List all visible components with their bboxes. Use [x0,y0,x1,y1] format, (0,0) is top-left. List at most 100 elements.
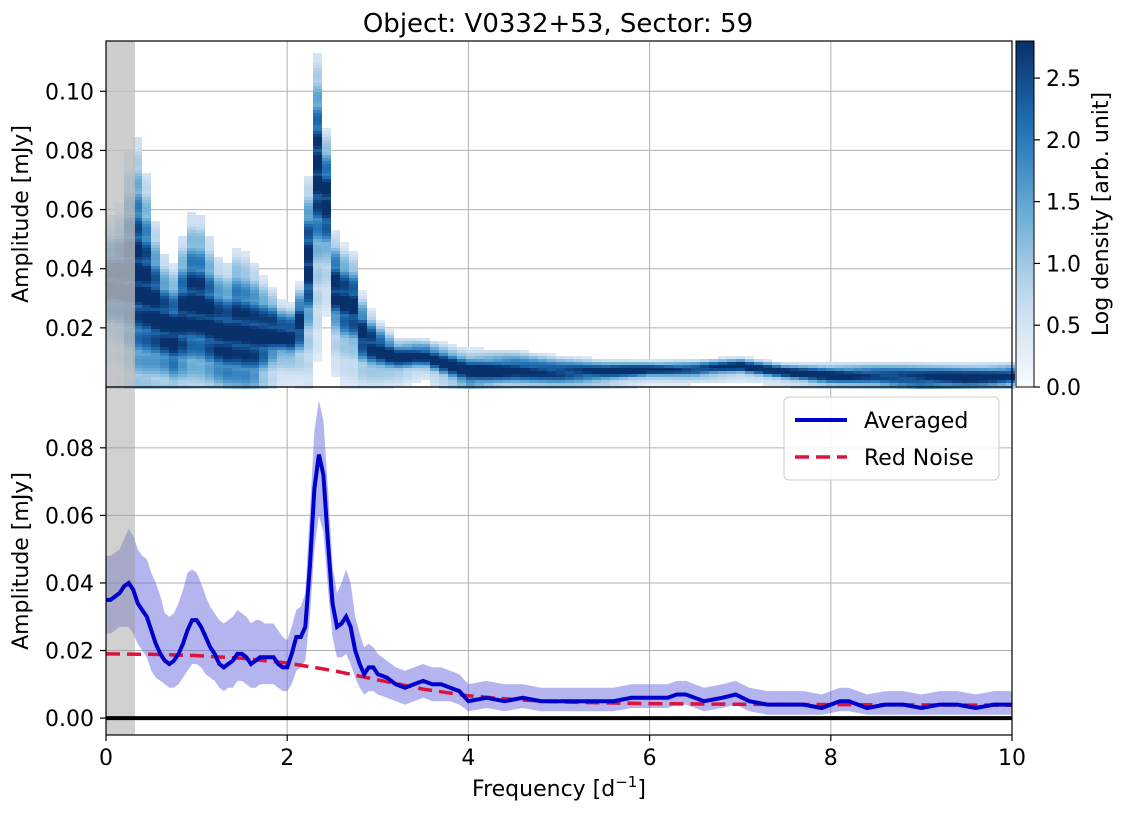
heatmap-cell [808,377,817,380]
heatmap-cell [547,374,556,377]
heatmap-cell [889,374,898,377]
heatmap-cell [205,260,214,263]
heatmap-cell [340,263,349,266]
heatmap-cell [754,362,763,365]
heatmap-cell [358,338,367,341]
heatmap-cell [430,377,439,380]
heatmap-cell [232,323,241,326]
heatmap-cell [196,329,205,332]
heatmap-cell [907,365,916,368]
heatmap-cell [493,380,502,383]
heatmap-cell [232,296,241,299]
heatmap-cell [430,347,439,350]
heatmap-cell [286,350,295,353]
heatmap-cell [331,239,340,242]
heatmap-cell [277,299,286,302]
heatmap-cell [565,371,574,374]
heatmap-cell [223,353,232,356]
heatmap-cell [241,311,250,314]
heatmap-cell [313,98,322,101]
heatmap-cell [430,356,439,359]
heatmap-cell [466,365,475,368]
colorbar-label: Log density [arb. unit] [1089,92,1114,336]
heatmap-cell [700,380,709,383]
heatmap-cell [637,383,646,386]
heatmap-cell [133,371,142,374]
heatmap-cell [250,275,259,278]
heatmap-cell [520,377,529,380]
heatmap-cell [448,377,457,380]
heatmap-cell [925,380,934,383]
heatmap-cell [376,374,385,377]
heatmap-cell [205,359,214,362]
heatmap-cell [133,173,142,176]
top-y-tick-label: 0.10 [45,80,94,105]
heatmap-cell [349,314,358,317]
heatmap-cell [403,377,412,380]
heatmap-cell [772,371,781,374]
heatmap-cell [331,362,340,365]
heatmap-cell [493,383,502,386]
heatmap-cell [934,365,943,368]
heatmap-cell [520,353,529,356]
heatmap-cell [214,314,223,317]
heatmap-cell [169,335,178,338]
heatmap-cell [322,140,331,143]
heatmap-cell [439,383,448,386]
heatmap-cell [205,380,214,383]
heatmap-cell [961,362,970,365]
x-tick-label: 10 [998,746,1026,771]
heatmap-cell [313,314,322,317]
heatmap-cell [601,371,610,374]
heatmap-cell [295,380,304,383]
heatmap-cell [160,377,169,380]
heatmap-cell [205,341,214,344]
heatmap-cell [610,380,619,383]
heatmap-cell [583,377,592,380]
heatmap-cell [565,377,574,380]
heatmap-cell [241,260,250,263]
heatmap-cell [493,359,502,362]
heatmap-cell [457,365,466,368]
heatmap-cell [223,335,232,338]
heatmap-cell [997,362,1006,365]
heatmap-cell [142,317,151,320]
heatmap-cell [142,272,151,275]
heatmap-cell [322,242,331,245]
heatmap-cell [187,368,196,371]
heatmap-cell [646,365,655,368]
heatmap-cell [367,368,376,371]
heatmap-cell [790,377,799,380]
heatmap-cell [349,320,358,323]
heatmap-cell [763,365,772,368]
heatmap-cell [331,338,340,341]
heatmap-cell [358,290,367,293]
bottom-y-tick-label: 0.06 [45,504,94,529]
heatmap-cell [493,350,502,353]
heatmap-cell [349,302,358,305]
heatmap-cell [133,278,142,281]
heatmap-cell [727,359,736,362]
heatmap-cell [367,323,376,326]
heatmap-cell [916,377,925,380]
heatmap-cell [781,383,790,386]
heatmap-cell [187,272,196,275]
heatmap-cell [169,326,178,329]
heatmap-cell [907,371,916,374]
heatmap-cell [187,362,196,365]
heatmap-cell [304,383,313,386]
heatmap-cell [529,365,538,368]
heatmap-cell [187,284,196,287]
heatmap-cell [898,365,907,368]
heatmap-cell [853,377,862,380]
heatmap-cell [736,368,745,371]
heatmap-cell [151,302,160,305]
heatmap-cell [223,341,232,344]
heatmap-cell [313,188,322,191]
heatmap-cell [331,287,340,290]
heatmap-cell [214,293,223,296]
heatmap-cell [655,383,664,386]
heatmap-cell [952,383,961,386]
heatmap-cell [376,323,385,326]
heatmap-cell [529,362,538,365]
